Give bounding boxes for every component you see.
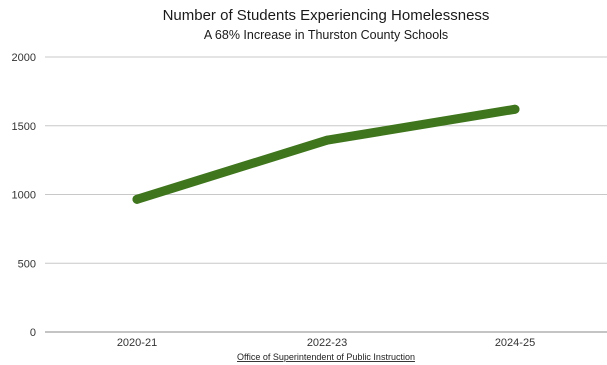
chart-subtitle: A 68% Increase in Thurston County School… — [204, 28, 448, 42]
data-point — [322, 135, 332, 145]
y-tick-label: 0 — [30, 327, 36, 339]
data-point — [132, 194, 142, 204]
y-tick-label: 1500 — [12, 121, 36, 133]
x-axis-tick-labels: 2020-21 2022-23 2024-25 — [117, 337, 535, 349]
source-label: Office of Superintendent of Public Instr… — [237, 352, 415, 362]
x-tick-label: 2024-25 — [495, 337, 535, 349]
y-tick-label: 500 — [18, 258, 36, 270]
series-layer — [132, 104, 520, 204]
grid-lines — [45, 56, 607, 333]
x-tick-label: 2020-21 — [117, 337, 157, 349]
data-point — [510, 104, 520, 114]
y-tick-label: 2000 — [12, 52, 36, 64]
x-tick-label: 2022-23 — [307, 337, 347, 349]
chart-title: Number of Students Experiencing Homeless… — [163, 7, 490, 24]
series-line — [132, 104, 520, 204]
y-tick-label: 1000 — [12, 190, 36, 202]
y-axis-tick-labels: 0 500 1000 1500 2000 — [12, 52, 36, 339]
